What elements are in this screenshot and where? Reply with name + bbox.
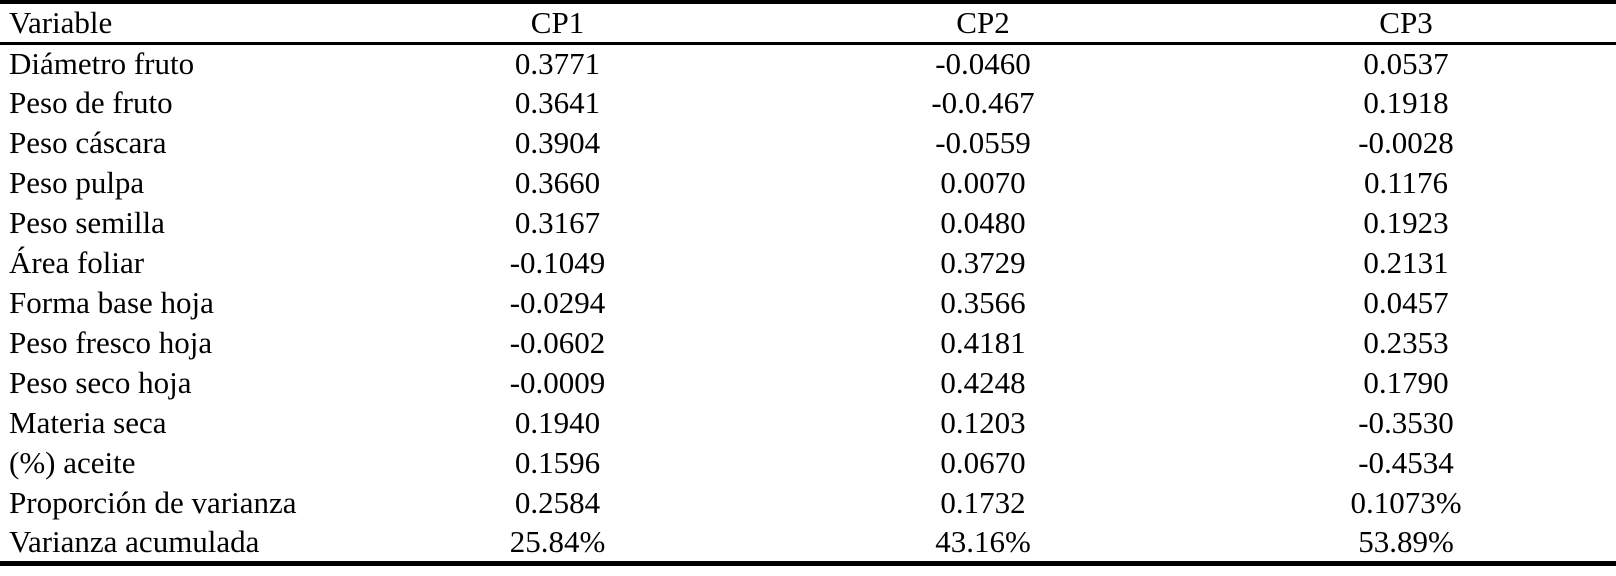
cell-cp3: -0.0028 bbox=[1358, 125, 1454, 160]
cell-cp2: 0.1203 bbox=[940, 405, 1026, 440]
row-label: Peso fresco hoja bbox=[9, 325, 213, 360]
cell-cp2: 0.4248 bbox=[940, 365, 1026, 400]
cell-cp3: 0.1073% bbox=[1350, 485, 1462, 520]
cell-cp3: 0.0457 bbox=[1363, 285, 1449, 320]
cell-cp1: 0.3904 bbox=[514, 125, 601, 160]
cell-cp1: 0.3641 bbox=[514, 85, 601, 120]
cell-cp1: 0.2584 bbox=[514, 485, 601, 520]
cell-cp2: -0.0559 bbox=[935, 125, 1031, 160]
table-row: Peso de fruto 0.3641 -0.0.467 0.1918 bbox=[0, 83, 1616, 123]
cell-cp3: 0.2131 bbox=[1363, 245, 1449, 280]
row-label: Varianza acumulada bbox=[9, 523, 260, 559]
cell-cp1: -0.1049 bbox=[509, 245, 606, 280]
cell-cp1: -0.0009 bbox=[509, 365, 606, 400]
row-label: Diámetro fruto bbox=[9, 45, 195, 81]
cell-cp3: 0.2353 bbox=[1363, 325, 1449, 360]
row-label: Peso de fruto bbox=[9, 85, 173, 120]
cell-cp2: -0.0.467 bbox=[931, 85, 1035, 120]
row-label: Área foliar bbox=[9, 245, 145, 280]
cell-cp2: -0.0460 bbox=[935, 45, 1031, 81]
cell-cp3: 0.0537 bbox=[1363, 45, 1449, 81]
cell-cp1: 0.3771 bbox=[514, 45, 601, 81]
cell-cp2: 0.3729 bbox=[940, 245, 1026, 280]
row-label: Proporción de varianza bbox=[9, 485, 297, 520]
column-header-cp2: CP2 bbox=[956, 4, 1010, 40]
table-row: Peso cáscara 0.3904 -0.0559 -0.0028 bbox=[0, 123, 1616, 163]
cell-cp2: 43.16% bbox=[935, 523, 1031, 559]
table-row: Área foliar -0.1049 0.3729 0.2131 bbox=[0, 243, 1616, 283]
cell-cp3: 0.1176 bbox=[1363, 165, 1449, 200]
row-label: Peso semilla bbox=[9, 205, 165, 240]
cell-cp2: 0.0480 bbox=[940, 205, 1026, 240]
table-row: Peso semilla 0.3167 0.0480 0.1923 bbox=[0, 203, 1616, 243]
cell-cp2: 0.0070 bbox=[940, 165, 1026, 200]
cell-cp3: 0.1918 bbox=[1363, 85, 1449, 120]
row-label: Forma base hoja bbox=[9, 285, 214, 320]
row-label: Materia seca bbox=[9, 405, 167, 440]
column-header-variable: Variable bbox=[9, 4, 113, 40]
cell-cp2: 0.0670 bbox=[940, 445, 1026, 480]
cell-cp2: 0.1732 bbox=[940, 485, 1026, 520]
cell-cp3: -0.4534 bbox=[1358, 445, 1454, 480]
row-label: Peso pulpa bbox=[9, 165, 145, 200]
cell-cp1: 25.84% bbox=[509, 523, 606, 559]
header-row: Variable CP1 CP2 CP3 bbox=[0, 2, 1616, 43]
cell-cp2: 0.4181 bbox=[940, 325, 1026, 360]
row-label: (%) aceite bbox=[9, 445, 136, 480]
column-header-cp1: CP1 bbox=[530, 4, 585, 40]
table-row: Forma base hoja -0.0294 0.3566 0.0457 bbox=[0, 283, 1616, 323]
table-row: Varianza acumulada 25.84% 43.16% 53.89% bbox=[0, 523, 1616, 563]
cell-cp3: 0.1790 bbox=[1363, 365, 1449, 400]
cell-cp1: 0.3660 bbox=[514, 165, 601, 200]
table-row: Diámetro fruto 0.3771 -0.0460 0.0537 bbox=[0, 43, 1616, 83]
cell-cp1: 0.3167 bbox=[514, 205, 601, 240]
cell-cp1: -0.0294 bbox=[509, 285, 606, 320]
table-row: (%) aceite 0.1596 0.0670 -0.4534 bbox=[0, 443, 1616, 483]
row-label: Peso cáscara bbox=[9, 125, 167, 160]
cell-cp2: 0.3566 bbox=[940, 285, 1026, 320]
column-header-cp3: CP3 bbox=[1379, 4, 1433, 40]
table-row: Peso pulpa 0.3660 0.0070 0.1176 bbox=[0, 163, 1616, 203]
cell-cp1: 0.1940 bbox=[514, 405, 601, 440]
cell-cp3: 53.89% bbox=[1358, 523, 1454, 559]
table-row: Materia seca 0.1940 0.1203 -0.3530 bbox=[0, 403, 1616, 443]
table-row: Peso seco hoja -0.0009 0.4248 0.1790 bbox=[0, 363, 1616, 403]
cell-cp3: 0.1923 bbox=[1363, 205, 1449, 240]
row-label: Peso seco hoja bbox=[9, 365, 192, 400]
cell-cp3: -0.3530 bbox=[1358, 405, 1454, 440]
table-row: Peso fresco hoja -0.0602 0.4181 0.2353 bbox=[0, 323, 1616, 363]
table-row: Proporción de varianza 0.2584 0.1732 0.1… bbox=[0, 483, 1616, 523]
cell-cp1: -0.0602 bbox=[509, 325, 606, 360]
cell-cp1: 0.1596 bbox=[514, 445, 601, 480]
